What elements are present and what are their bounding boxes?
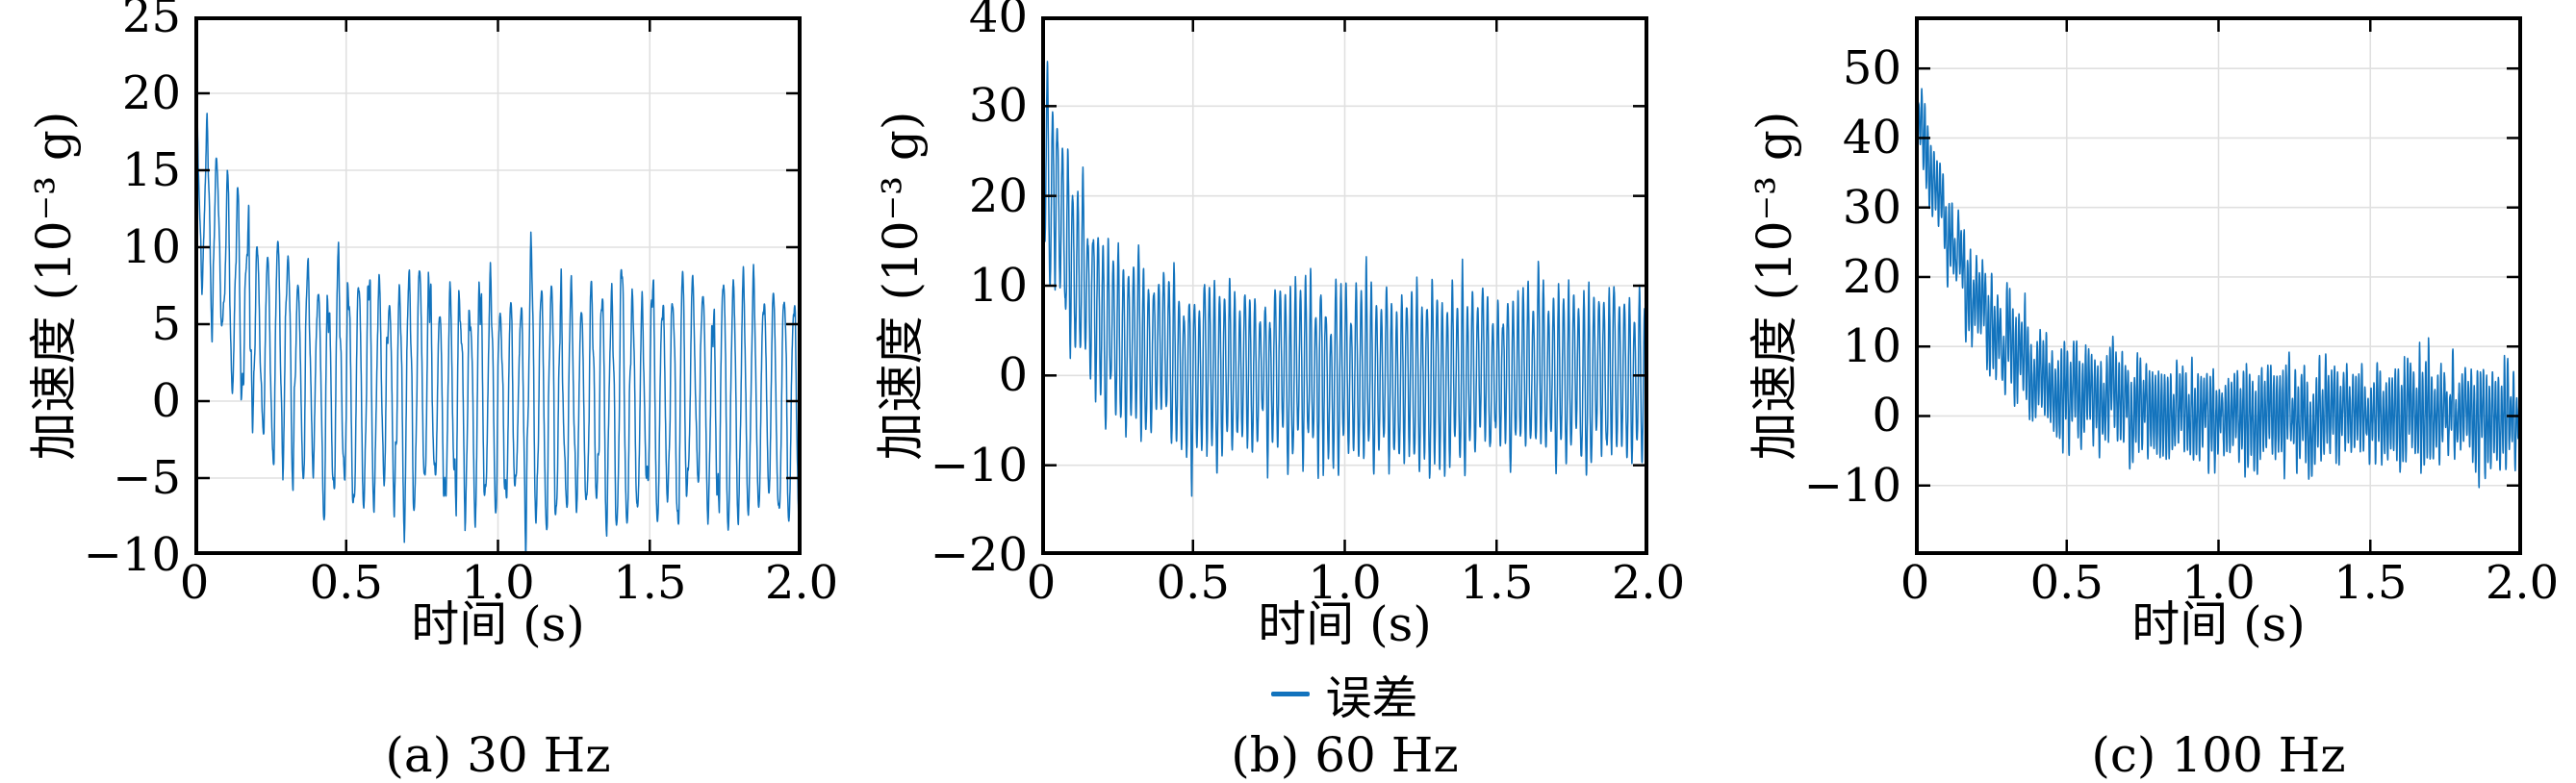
y-tick-label: 10 (121, 220, 181, 274)
y-tick-label: 20 (1842, 249, 1901, 304)
x-tick-label: 0 (179, 556, 210, 610)
x-tick-label: 1.5 (613, 556, 687, 610)
y-tick-label: −10 (930, 438, 1028, 493)
y-tick-label: −10 (83, 528, 181, 582)
y-tick-label: 50 (1842, 41, 1901, 96)
y-tick-label: 15 (121, 143, 181, 197)
x-tick-label: 0.5 (309, 556, 383, 610)
y-tick-label: −20 (930, 528, 1028, 582)
y-tick-label: 25 (121, 0, 181, 43)
legend-line-swatch (1271, 691, 1311, 696)
subplot-caption-c: (c) 100 Hz (2091, 727, 2346, 783)
plot-area-b (1041, 16, 1648, 555)
y-tick-label: 10 (968, 259, 1028, 313)
y-tick-label: 30 (1842, 180, 1901, 235)
y-tick-label: 10 (1842, 319, 1901, 374)
legend-label: 误差 (1325, 671, 1418, 725)
y-tick-label: 0 (1872, 389, 1901, 443)
y-tick-label: −10 (1803, 458, 1901, 513)
x-tick-label: 2.0 (1611, 556, 1686, 610)
x-tick-label: 1.5 (2334, 556, 2408, 610)
x-tick-label: 0.5 (1156, 556, 1230, 610)
y-tick-label: 0 (998, 348, 1028, 403)
x-tick-label: 1.0 (2181, 556, 2256, 610)
y-tick-label: 0 (151, 374, 181, 428)
y-axis-label-a: 加速度 (10⁻³ g) (26, 111, 82, 461)
y-tick-label: 40 (968, 0, 1028, 43)
x-tick-label: 1.0 (1308, 556, 1382, 610)
y-tick-label: 5 (151, 297, 181, 351)
x-tick-label: 2.0 (764, 556, 839, 610)
error-signal-line (1915, 59, 2522, 489)
y-axis-label-b: 加速度 (10⁻³ g) (873, 111, 929, 461)
y-tick-label: −5 (113, 451, 181, 505)
y-tick-label: 20 (121, 66, 181, 120)
x-axis-label-c: 时间 (s) (2131, 596, 2306, 652)
x-axis-label-b: 时间 (s) (1258, 596, 1432, 652)
subplot-caption-a: (a) 30 Hz (385, 727, 611, 783)
y-tick-label: 20 (968, 168, 1028, 223)
y-axis-label-c: 加速度 (10⁻³ g) (1747, 111, 1802, 461)
x-tick-label: 1.0 (461, 556, 535, 610)
x-axis-label-a: 时间 (s) (411, 596, 585, 652)
plot-box-spine (194, 16, 802, 555)
x-tick-label: 0 (1900, 556, 1930, 610)
error-signal-line (1041, 50, 1648, 497)
subplot-caption-b: (b) 60 Hz (1231, 727, 1459, 783)
y-tick-label: 30 (968, 79, 1028, 134)
plot-box-spine (1915, 16, 2522, 555)
plot-area-a (194, 16, 802, 555)
legend: 误差 (1041, 668, 1648, 725)
x-tick-label: 0.5 (2029, 556, 2104, 610)
plot-area-c (1915, 16, 2522, 555)
x-tick-label: 1.5 (1460, 556, 1534, 610)
x-tick-label: 0 (1026, 556, 1057, 610)
plot-box-spine (1041, 16, 1648, 555)
error-signal-line (194, 100, 802, 555)
y-tick-label: 40 (1842, 111, 1901, 165)
x-tick-label: 2.0 (2485, 556, 2560, 610)
